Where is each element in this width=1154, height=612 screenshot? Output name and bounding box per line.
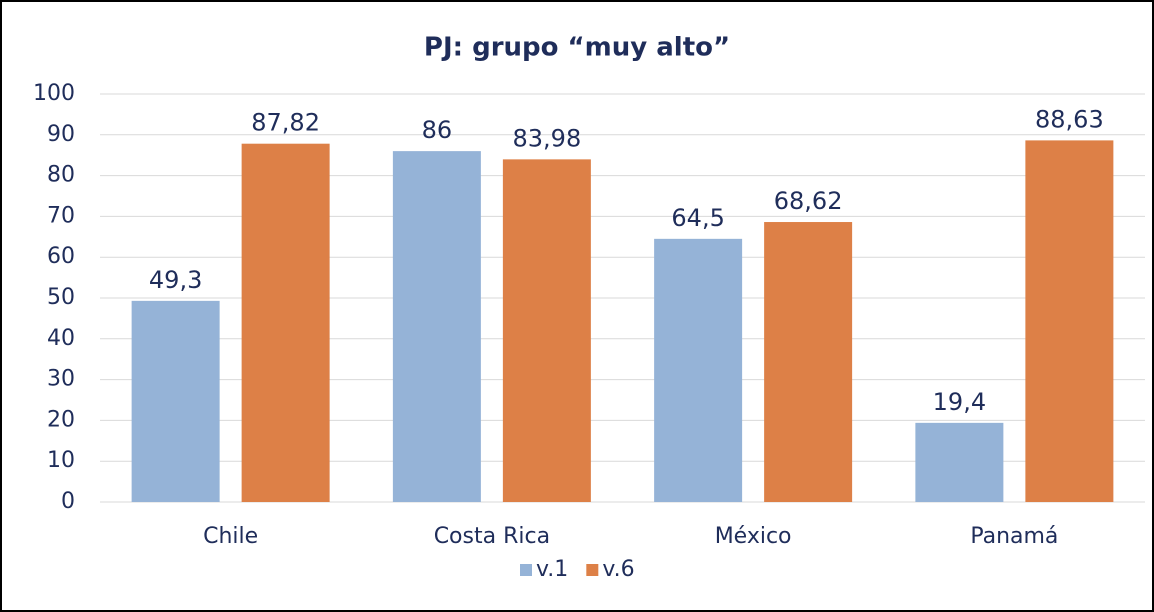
data-label: 49,3 — [149, 266, 202, 294]
data-label: 19,4 — [933, 388, 986, 416]
chart-title: PJ: grupo “muy alto” — [424, 33, 730, 63]
x-tick-label: Panamá — [970, 524, 1058, 549]
bar — [502, 159, 591, 502]
bar — [764, 222, 853, 502]
y-tick-label: 100 — [33, 81, 75, 106]
y-tick-label: 10 — [47, 448, 75, 473]
bar — [915, 422, 1004, 502]
legend-swatch — [586, 564, 599, 576]
y-tick-label: 40 — [47, 326, 75, 351]
y-tick-label: 20 — [47, 407, 75, 432]
data-label: 86 — [422, 116, 453, 144]
y-tick-label: 0 — [61, 489, 75, 514]
bar — [654, 238, 743, 502]
data-label: 87,82 — [251, 109, 320, 137]
data-label: 88,63 — [1035, 105, 1104, 133]
legend-label: v.6 — [602, 557, 634, 582]
x-tick-label: Chile — [203, 524, 258, 549]
y-tick-label: 30 — [47, 367, 75, 392]
bar — [131, 300, 220, 502]
x-tick-label: México — [715, 524, 792, 549]
y-tick-label: 50 — [47, 285, 75, 310]
data-label: 64,5 — [671, 204, 724, 232]
y-tick-label: 80 — [47, 163, 75, 188]
bar — [392, 151, 481, 502]
y-tick-label: 90 — [47, 122, 75, 147]
legend-swatch — [520, 564, 532, 576]
x-tick-label: Costa Rica — [434, 524, 550, 549]
data-label: 83,98 — [513, 124, 582, 152]
bar — [241, 143, 330, 502]
y-tick-label: 60 — [47, 244, 75, 269]
data-label: 68,62 — [774, 187, 843, 215]
bar — [1025, 140, 1114, 503]
legend-label: v.1 — [536, 557, 568, 582]
y-tick-label: 70 — [47, 203, 75, 228]
